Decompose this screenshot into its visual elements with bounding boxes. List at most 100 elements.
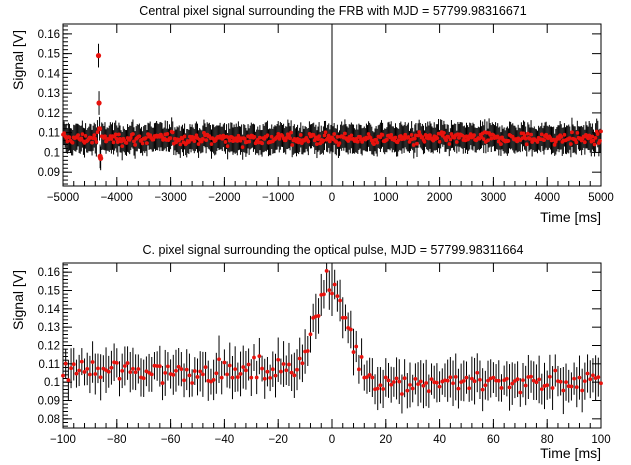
x-tick-label: −4000 [101,192,133,204]
data-point [599,381,603,386]
data-point [384,137,389,142]
data-point [242,136,247,141]
data-point [491,375,496,380]
data-point [585,371,590,376]
x-tick-label: −3000 [154,192,186,204]
y-tick-label: 0.13 [38,88,60,100]
data-point [277,136,282,141]
data-point [233,367,238,372]
data-point [122,364,127,368]
x-tick-label: 0 [329,192,335,204]
data-point [422,139,427,144]
data-point [316,137,320,142]
data-point [174,368,178,373]
data-point [451,381,455,386]
data-point [389,382,394,387]
data-point [260,366,264,371]
data-point [120,368,125,373]
data-point [568,142,573,146]
data-point [312,138,317,143]
data-point [155,364,160,368]
data-point [211,377,216,382]
data-point [486,378,490,383]
x-tick-label: 0 [329,434,335,446]
data-point [265,133,270,138]
data-point [559,134,564,139]
data-point [453,375,458,379]
data-point [262,376,267,381]
data-point [355,139,360,144]
data-point [330,291,334,296]
data-point [504,376,509,381]
panel-optical-ylabel: Signal [V] [10,270,26,330]
data-point [354,344,359,349]
y-tick-label: 0.14 [38,68,61,80]
data-point [133,370,138,375]
data-point [539,387,544,392]
data-point [290,143,295,147]
data-point [400,392,404,396]
data-point [79,136,84,141]
data-point [131,366,135,371]
y-tick-label: 0.13 [38,322,60,334]
data-point [416,382,420,387]
data-point [582,379,587,384]
data-point [90,140,94,145]
x-tick-label: 5000 [588,192,614,204]
data-point [308,332,313,337]
data-point [260,141,264,146]
data-point [204,138,209,143]
data-point [258,135,262,140]
data-point [227,363,232,368]
data-point [222,360,227,365]
data-point [209,379,213,384]
data-point [168,136,173,141]
data-point [187,373,192,378]
data-point [219,375,224,380]
data-point [114,137,119,141]
data-point [95,130,100,135]
data-point [131,132,135,136]
data-point [365,375,369,380]
data-point [562,132,567,137]
data-point [88,372,92,377]
data-point [326,133,331,138]
panel-optical-xlabel: Time [ms] [540,445,601,461]
data-point [506,138,511,143]
data-point [456,386,461,391]
data-point [534,380,539,385]
data-point [393,135,398,140]
y-tick-label: 0.08 [38,414,60,426]
data-point [539,132,544,137]
data-point [289,370,294,375]
data-point [383,375,388,380]
data-point [421,383,426,388]
data-point [412,136,417,141]
data-point [200,372,205,377]
data-point [182,134,187,139]
data-point [528,136,532,141]
data-point [327,139,332,144]
data-point [529,374,533,379]
data-point [132,139,136,144]
data-point [577,375,582,380]
data-point [133,143,137,147]
x-tick-label: −40 [215,434,235,446]
data-point [507,385,512,390]
data-point [499,386,504,390]
data-point [518,390,523,395]
data-point [552,142,557,147]
data-point [281,362,286,366]
data-point [445,378,450,383]
data-point [96,126,103,132]
data-point [66,378,71,382]
data-point [544,132,549,137]
data-point [402,376,407,381]
data-point [599,129,603,134]
data-point [163,371,168,375]
data-point [315,142,319,147]
data-point [322,133,327,138]
data-point [96,366,100,371]
data-point [435,136,440,141]
